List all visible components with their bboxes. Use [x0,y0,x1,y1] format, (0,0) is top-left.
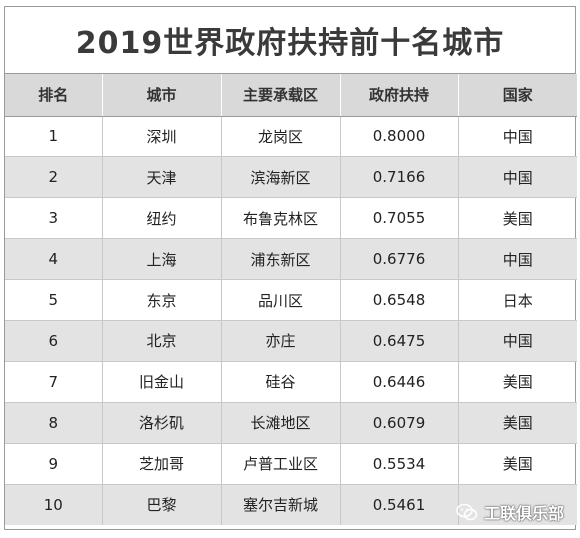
header-gov-support: 政府扶持 [340,74,459,117]
cell-rank: 4 [5,238,103,281]
wechat-icon [456,503,478,521]
cell-rank: 6 [5,320,103,362]
cell-main-zone: 龙岗区 [221,116,341,158]
cell-country: 日本 [458,279,577,321]
page-title: 2019世界政府扶持前十名城市 [5,7,575,74]
cell-country [458,484,577,525]
cell-gov-support: 0.6776 [340,238,459,281]
cell-country: 中国 [458,238,577,281]
cell-rank: 2 [5,156,103,199]
cell-main-zone: 滨海新区 [221,156,341,199]
cell-city: 巴黎 [102,484,222,525]
cell-country: 美国 [458,443,577,485]
table-row: 7 旧金山 硅谷 0.6446 美国 [5,361,577,403]
cell-city: 纽约 [102,197,222,240]
cell-gov-support: 0.6548 [340,279,459,321]
cell-main-zone: 品川区 [221,279,341,321]
watermark-text: 工联俱乐部 [483,504,564,523]
cell-rank: 9 [5,443,103,485]
cell-country: 中国 [458,116,577,158]
header-main-zone: 主要承载区 [221,74,341,117]
cell-country: 美国 [458,197,577,240]
cell-city: 深圳 [102,116,222,158]
cell-rank: 8 [5,402,103,444]
cell-city: 北京 [102,320,222,362]
ranking-table-card: 2019世界政府扶持前十名城市 排名 城市 主要承载区 政府扶持 国家 1 深圳龙… [4,6,577,530]
table-row: 1 深圳 龙岗区 0.8000 中国 [5,116,577,158]
cell-country: 中国 [458,320,577,362]
ranking-table: 排名 城市 主要承载区 政府扶持 国家 1 深圳 龙岗区 0.8000 中国 2 天津 滨海新… [5,74,577,525]
cell-main-zone: 亦庄 [221,320,341,362]
table-row: 3 纽约 布鲁克林区 0.7055 美国 [5,197,577,240]
table-row: 5 东京 品川区 0.6548 日本 [5,279,577,321]
cell-city: 上海 [102,238,222,281]
table-header-row: 排名 城市 主要承载区 政府扶持 国家 [5,74,577,117]
cell-city: 天津 [102,156,222,199]
table-row: 6 北京 亦庄 0.6475 中国 [5,320,577,362]
cell-rank: 3 [5,197,103,240]
table-row: 10 巴黎 塞尔吉新城 0.5461 [5,484,577,525]
cell-main-zone: 布鲁克林区 [221,197,341,240]
header-city: 城市 [102,74,222,117]
cell-gov-support: 0.6079 [340,402,459,444]
cell-gov-support: 0.7055 [340,197,459,240]
cell-rank: 1 [5,116,103,158]
cell-main-zone: 塞尔吉新城 [221,484,341,525]
cell-gov-support: 0.5534 [340,443,459,485]
cell-city: 东京 [102,279,222,321]
cell-country: 中国 [458,156,577,199]
cell-gov-support: 0.6475 [340,320,459,362]
cell-city: 旧金山 [102,361,222,403]
cell-rank: 10 [5,484,103,525]
table-row: 4 上海 浦东新区 0.6776 中国 [5,238,577,281]
cell-rank: 7 [5,361,103,403]
table-row: 8 洛杉矶 长滩地区 0.6079 美国 [5,402,577,444]
cell-country: 美国 [458,402,577,444]
cell-rank: 5 [5,279,103,321]
cell-city: 洛杉矶 [102,402,222,444]
header-rank: 排名 [5,74,103,117]
table-row: 2 天津 滨海新区 0.7166 中国 [5,156,577,199]
cell-main-zone: 硅谷 [221,361,341,403]
cell-main-zone: 长滩地区 [221,402,341,444]
cell-main-zone: 卢普工业区 [221,443,341,485]
header-country: 国家 [458,74,577,117]
cell-gov-support: 0.5461 [340,484,459,525]
cell-city: 芝加哥 [102,443,222,485]
cell-gov-support: 0.8000 [340,116,459,158]
watermark: 工联俱乐部 [456,500,564,524]
cell-main-zone: 浦东新区 [221,238,341,281]
cell-gov-support: 0.6446 [340,361,459,403]
table-row: 9 芝加哥 卢普工业区 0.5534 美国 [5,443,577,485]
cell-country: 美国 [458,361,577,403]
cell-gov-support: 0.7166 [340,156,459,199]
